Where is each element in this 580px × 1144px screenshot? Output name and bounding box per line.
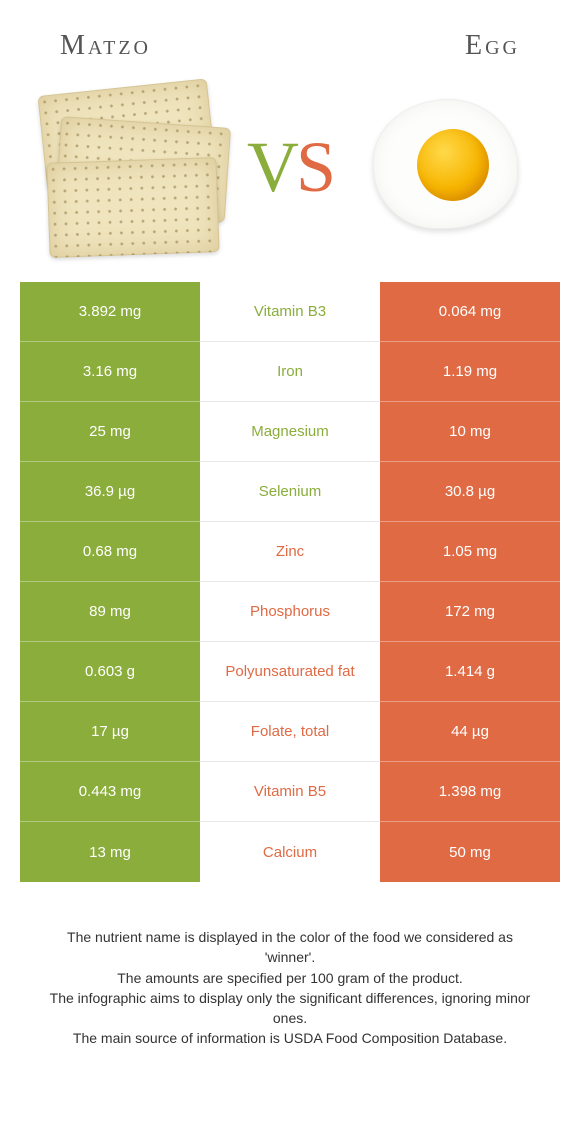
table-row: 25 mgMagnesium10 mg [20,402,560,462]
right-food-title: Egg [465,30,520,62]
right-value-cell: 1.19 mg [380,342,560,402]
right-value-cell: 172 mg [380,582,560,642]
hero-row: VS [20,82,560,282]
right-value-cell: 10 mg [380,402,560,462]
right-value-cell: 44 µg [380,702,560,762]
nutrient-table: 3.892 mgVitamin B30.064 mg3.16 mgIron1.1… [20,282,560,882]
left-value-cell: 13 mg [20,822,200,882]
table-row: 17 µgFolate, total44 µg [20,702,560,762]
vs-v: V [247,127,296,207]
nutrient-name-cell: Phosphorus [200,582,380,642]
left-value-cell: 3.16 mg [20,342,200,402]
nutrient-name-cell: Magnesium [200,402,380,462]
table-row: 3.16 mgIron1.19 mg [20,342,560,402]
table-row: 3.892 mgVitamin B30.064 mg [20,282,560,342]
left-value-cell: 0.603 g [20,642,200,702]
left-value-cell: 25 mg [20,402,200,462]
header-titles: Matzo Egg [20,20,560,82]
vs-s: S [296,127,333,207]
right-value-cell: 1.398 mg [380,762,560,822]
table-row: 0.603 gPolyunsaturated fat1.414 g [20,642,560,702]
right-value-cell: 1.05 mg [380,522,560,582]
nutrient-name-cell: Iron [200,342,380,402]
footnote-line: The main source of information is USDA F… [40,1028,540,1048]
right-value-cell: 1.414 g [380,642,560,702]
vs-label: VS [247,126,333,209]
left-value-cell: 36.9 µg [20,462,200,522]
nutrient-name-cell: Vitamin B5 [200,762,380,822]
footnote-line: The infographic aims to display only the… [40,988,540,1029]
right-value-cell: 30.8 µg [380,462,560,522]
left-value-cell: 0.443 mg [20,762,200,822]
left-food-image [40,82,230,252]
table-row: 13 mgCalcium50 mg [20,822,560,882]
footnote-line: The nutrient name is displayed in the co… [40,927,540,968]
right-food-image [350,82,540,252]
nutrient-name-cell: Zinc [200,522,380,582]
left-value-cell: 17 µg [20,702,200,762]
left-value-cell: 0.68 mg [20,522,200,582]
table-row: 36.9 µgSelenium30.8 µg [20,462,560,522]
footnote-line: The amounts are specified per 100 gram o… [40,968,540,988]
left-food-title: Matzo [60,30,151,62]
right-value-cell: 50 mg [380,822,560,882]
left-value-cell: 3.892 mg [20,282,200,342]
left-value-cell: 89 mg [20,582,200,642]
table-row: 0.443 mgVitamin B51.398 mg [20,762,560,822]
matzo-icon [40,82,230,252]
nutrient-name-cell: Polyunsaturated fat [200,642,380,702]
nutrient-name-cell: Vitamin B3 [200,282,380,342]
fried-egg-icon [365,87,525,247]
footnotes: The nutrient name is displayed in the co… [20,882,560,1049]
nutrient-name-cell: Calcium [200,822,380,882]
table-row: 0.68 mgZinc1.05 mg [20,522,560,582]
right-value-cell: 0.064 mg [380,282,560,342]
table-row: 89 mgPhosphorus172 mg [20,582,560,642]
nutrient-name-cell: Folate, total [200,702,380,762]
nutrient-name-cell: Selenium [200,462,380,522]
